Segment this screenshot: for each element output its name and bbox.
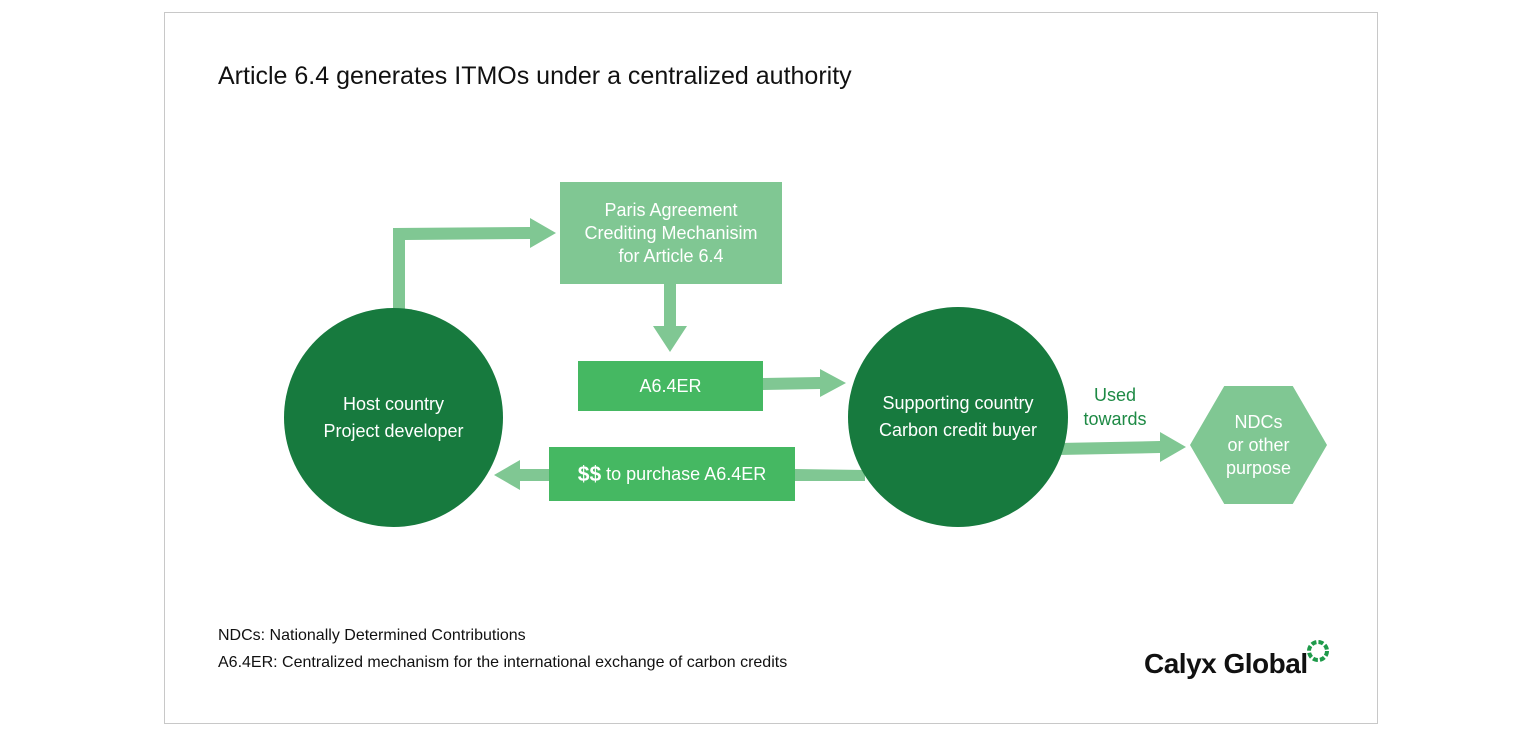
payment-text: to purchase A6.4ER <box>601 463 767 484</box>
host-line-2: Project developer <box>323 420 464 441</box>
host-country-node: Host country Project developer <box>284 308 503 527</box>
mechanism-line-3: for Article 6.4 <box>618 245 724 266</box>
supporting-country-node: Supporting country Carbon credit buyer <box>848 307 1068 527</box>
buyer-line-1: Supporting country <box>882 393 1034 413</box>
ndc-line-3: purpose <box>1225 457 1292 478</box>
footnote-a64er: A6.4ER: Centralized mechanism for the in… <box>218 654 788 671</box>
used-line-2: towards <box>1083 409 1147 429</box>
diagram-title: Article 6.4 generates ITMOs under a cent… <box>218 62 852 90</box>
diagram-frame <box>164 12 1378 724</box>
footnote-ndc: NDCs: Nationally Determined Contribution… <box>218 627 526 644</box>
buyer-line-2: Carbon credit buyer <box>878 420 1038 440</box>
arrow-host-to-mechanism <box>393 218 556 310</box>
payment-symbol: $$ <box>577 462 602 486</box>
a64er-node: A6.4ER <box>578 361 763 411</box>
mechanism-line-2: Crediting Mechanisim <box>584 222 758 243</box>
host-line-1: Host country <box>342 393 445 414</box>
arrow-mechanism-to-a64er <box>653 284 687 352</box>
mechanism-line-1: Paris Agreement <box>604 199 738 220</box>
ndc-line-1: NDCs <box>1234 411 1283 432</box>
used-towards-label: Used towards <box>1070 383 1160 431</box>
payment-node: $$ to purchase A6.4ER <box>549 447 795 501</box>
arrow-a64er-to-buyer <box>763 369 846 397</box>
used-line-1: Used <box>1093 385 1137 405</box>
arrow-payment-to-host <box>494 460 549 490</box>
ndc-hexagon-node: NDCs or other purpose <box>1190 386 1327 504</box>
calyx-global-logo: Calyx Global <box>1144 648 1308 679</box>
line-buyer-to-payment <box>795 469 865 481</box>
arrow-buyer-to-ndc <box>1058 432 1186 462</box>
logo-ring-icon <box>1307 640 1329 662</box>
mechanism-node: Paris Agreement Crediting Mechanisim for A… <box>560 182 782 284</box>
ndc-line-2: or other <box>1227 434 1290 455</box>
